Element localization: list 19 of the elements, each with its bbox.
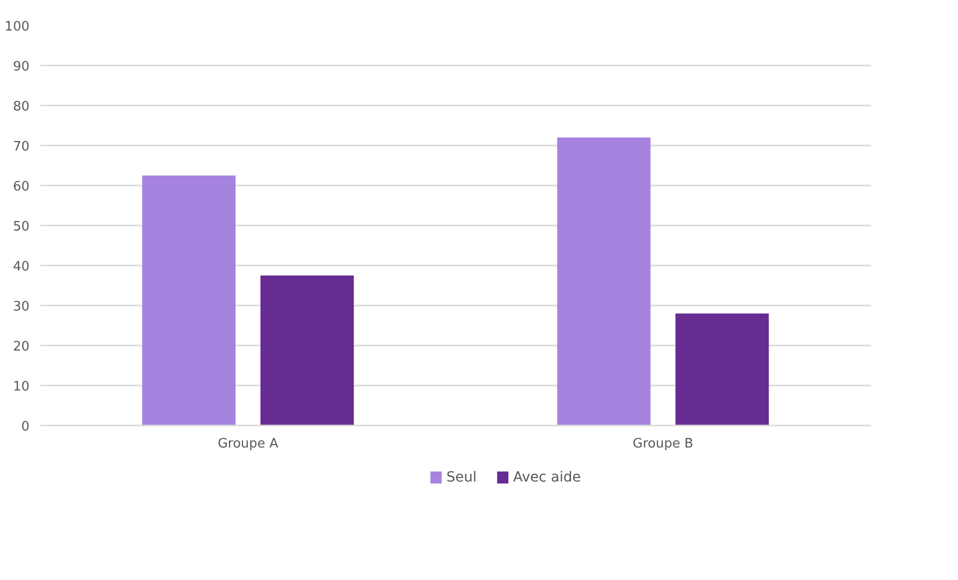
x-tick-label: Groupe A <box>218 436 278 452</box>
y-tick-label: 40 <box>12 260 30 274</box>
y-tick-label: 20 <box>12 340 30 354</box>
y-tick-label: 90 <box>12 60 30 74</box>
bar <box>142 176 236 426</box>
bar <box>260 276 354 426</box>
y-tick-label: 100 <box>4 20 30 34</box>
y-tick-label: 0 <box>21 420 30 434</box>
y-tick-label: 80 <box>12 100 30 114</box>
y-tick-label: 70 <box>12 140 30 154</box>
y-tick-label: 50 <box>12 220 30 234</box>
bar <box>557 138 651 426</box>
y-tick-label: 10 <box>12 380 30 394</box>
y-tick-label: 30 <box>12 300 30 314</box>
legend-label: Seul <box>446 470 477 486</box>
legend-label: Avec aide <box>513 470 581 486</box>
bar <box>675 314 769 426</box>
x-tick-label: Groupe B <box>632 436 694 452</box>
y-tick-label: 60 <box>12 180 30 194</box>
